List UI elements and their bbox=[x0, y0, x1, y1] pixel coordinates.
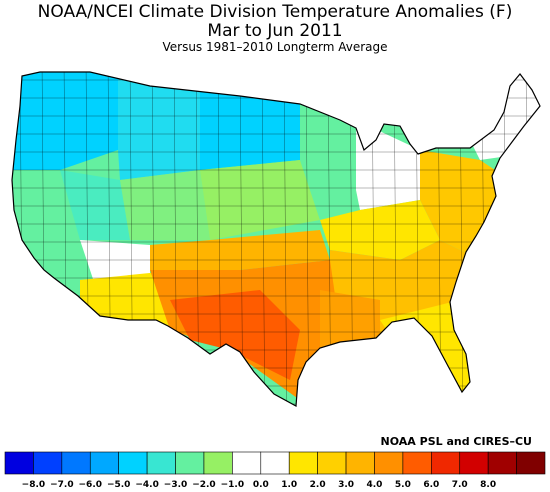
legend-bin bbox=[146, 451, 176, 475]
legend-bin bbox=[118, 451, 148, 475]
legend-bin bbox=[402, 451, 432, 475]
map-period: Mar to Jun 2011 bbox=[207, 21, 343, 41]
legend-bin bbox=[345, 451, 375, 475]
legend-bin bbox=[175, 451, 205, 475]
legend-bin bbox=[374, 451, 404, 475]
legend-bin bbox=[61, 451, 91, 475]
legend-tick-label: 7.0 bbox=[452, 480, 468, 490]
legend-bin bbox=[232, 451, 262, 475]
legend-tick-label: −5.0 bbox=[107, 480, 130, 490]
legend-tick-label: 8.0 bbox=[480, 480, 496, 490]
legend-tick-label: 5.0 bbox=[395, 480, 411, 490]
legend-bin bbox=[459, 451, 489, 475]
us-anomaly-map bbox=[11, 71, 541, 407]
legend-tick-label: 4.0 bbox=[366, 480, 382, 490]
region-west-texas bbox=[170, 290, 300, 380]
legend-tick-label: −3.0 bbox=[164, 480, 187, 490]
legend-bin bbox=[431, 451, 461, 475]
legend-tick-label: −6.0 bbox=[79, 480, 102, 490]
legend-tick-label: 1.0 bbox=[281, 480, 297, 490]
map-baseline: Versus 1981–2010 Longterm Average bbox=[162, 40, 388, 54]
legend-tick-label: −1.0 bbox=[221, 480, 244, 490]
region-gulf-coast bbox=[320, 290, 380, 350]
legend-tick-label: −7.0 bbox=[50, 480, 73, 490]
legend-tick-label: 3.0 bbox=[338, 480, 354, 490]
legend-bin bbox=[89, 451, 119, 475]
region-pacific-northwest bbox=[12, 72, 120, 170]
region-ohio-valley bbox=[320, 200, 440, 260]
legend-bin bbox=[288, 451, 318, 475]
legend-tick-label: 6.0 bbox=[423, 480, 439, 490]
region-northern-rockies bbox=[118, 72, 200, 180]
legend-bin bbox=[33, 451, 63, 475]
legend-bin bbox=[516, 451, 546, 475]
legend-tick-label: 0.0 bbox=[253, 480, 269, 490]
region-great-basin bbox=[60, 170, 130, 240]
region-northern-plains bbox=[200, 80, 300, 170]
region-central-plains bbox=[200, 160, 320, 240]
region-four-corners bbox=[120, 170, 210, 240]
region-upper-midwest bbox=[300, 96, 360, 220]
legend-bin bbox=[4, 451, 34, 475]
credit-label: NOAA PSL and CIRES–CU bbox=[380, 435, 532, 448]
legend-tick-label: 2.0 bbox=[310, 480, 326, 490]
legend-tick-label: −2.0 bbox=[192, 480, 215, 490]
legend-bin bbox=[260, 451, 290, 475]
legend-tick-label: −8.0 bbox=[22, 480, 45, 490]
map-title: NOAA/NCEI Climate Division Temperature A… bbox=[37, 2, 513, 22]
legend-bin bbox=[487, 451, 517, 475]
legend-tick-label: −4.0 bbox=[135, 480, 158, 490]
legend-bin bbox=[317, 451, 347, 475]
legend-bin bbox=[203, 451, 233, 475]
